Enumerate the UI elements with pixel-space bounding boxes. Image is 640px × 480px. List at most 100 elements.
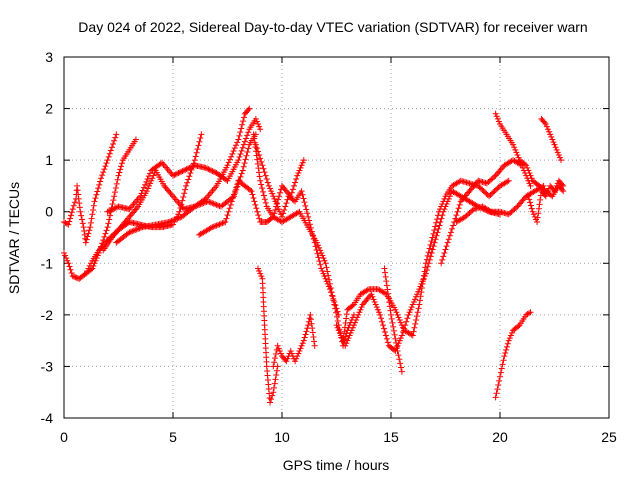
data-point-interp	[536, 201, 543, 208]
data-point-interp	[206, 166, 213, 173]
data-point-interp	[71, 273, 78, 280]
data-point-interp	[112, 189, 119, 196]
y-tick-label: 3	[45, 49, 53, 65]
data-point-interp	[168, 217, 175, 224]
data-point-interp	[503, 346, 510, 353]
data-point-interp	[381, 329, 388, 336]
data-point-interp	[68, 269, 75, 276]
data-point-interp	[256, 123, 263, 130]
data-point-interp	[399, 329, 406, 336]
data-point-interp	[176, 169, 183, 176]
data-point-interp	[437, 219, 444, 226]
data-point-interp	[503, 343, 510, 350]
data-point-interp	[513, 149, 520, 156]
data-point-interp	[283, 200, 290, 207]
data-point-interp	[309, 232, 316, 239]
data-point-interp	[418, 289, 425, 296]
data-point-interp	[347, 329, 354, 336]
data-point-interp	[174, 215, 181, 222]
data-point-interp	[229, 194, 236, 201]
data-point-interp	[543, 123, 550, 130]
data-point-interp	[395, 352, 402, 359]
data-point-interp	[87, 219, 94, 226]
data-point-interp	[67, 266, 74, 273]
data-point-interp	[76, 200, 83, 207]
data-point-interp	[271, 359, 278, 366]
data-point-interp	[88, 215, 95, 222]
data-point	[298, 188, 305, 195]
data-point-interp	[325, 283, 332, 290]
data-point-interp	[255, 212, 262, 219]
y-axis-label: SDTVAR / TECUs	[6, 182, 22, 294]
data-point	[115, 172, 122, 179]
data-point-interp	[183, 166, 190, 173]
data-point-interp	[276, 193, 283, 200]
data-point	[82, 239, 89, 246]
x-tick-label: 20	[492, 429, 508, 445]
data-point-interp	[331, 298, 338, 305]
data-point-interp	[274, 203, 281, 210]
data-point-interp	[376, 309, 383, 316]
data-point-interp	[110, 141, 117, 148]
plot-frame	[63, 56, 610, 419]
data-point-interp	[443, 200, 450, 207]
data-point-interp	[311, 338, 318, 345]
data-point	[326, 286, 333, 293]
data-point	[523, 162, 530, 169]
data-point-interp	[442, 203, 449, 210]
data-point-interp	[413, 313, 420, 320]
data-point-interp	[334, 318, 341, 325]
data-point-interp	[315, 254, 322, 261]
data-point-interp	[78, 216, 85, 223]
data-point-interp	[187, 164, 194, 171]
data-point	[501, 353, 508, 360]
data-point-interp	[144, 185, 151, 192]
data-point-interp	[526, 170, 533, 177]
data-point	[560, 188, 567, 195]
data-point-interp	[276, 208, 283, 215]
data-point-interp	[96, 181, 103, 188]
data-point-interp	[243, 152, 250, 159]
data-point-interp	[194, 146, 201, 153]
data-point-interp	[262, 199, 269, 206]
data-point-interp	[99, 172, 106, 179]
data-point-interp	[394, 342, 401, 349]
data-point-interp	[320, 270, 327, 277]
data-point-interp	[389, 319, 396, 326]
x-tick-label: 5	[169, 429, 177, 445]
data-point-interp	[380, 325, 387, 332]
data-point-interp	[107, 207, 114, 214]
data-point-interp	[390, 327, 397, 334]
data-point	[409, 332, 416, 339]
data-point-interp	[271, 384, 278, 391]
data-point-interp	[392, 335, 399, 342]
data-point-interp	[149, 175, 156, 182]
data-point-interp	[245, 129, 252, 136]
data-point-interp	[504, 178, 511, 185]
data-point-interp	[304, 210, 311, 217]
data-point-interp	[425, 260, 432, 267]
data-point-interp	[336, 329, 343, 336]
data-point-interp	[374, 306, 381, 313]
data-point-interp	[439, 212, 446, 219]
data-point-interp	[349, 302, 356, 309]
data-point-interp	[293, 176, 300, 183]
data-point-interp	[282, 203, 289, 210]
data-point-interp	[175, 211, 182, 218]
data-point-interp	[252, 201, 259, 208]
data-point-interp	[101, 233, 108, 240]
data-point-interp	[129, 228, 136, 235]
data-point-interp	[146, 182, 153, 189]
data-point-interp	[364, 286, 371, 293]
data-point-interp	[318, 249, 325, 256]
data-point-interp	[288, 350, 295, 357]
data-point-interp	[257, 270, 264, 277]
data-point-interp	[521, 161, 528, 168]
data-point-interp	[179, 168, 186, 175]
data-point-interp	[497, 369, 504, 376]
data-point	[270, 389, 277, 396]
data-point-interp	[67, 212, 74, 219]
data-point-interp	[228, 153, 235, 160]
data-point	[61, 249, 67, 256]
data-point-interp	[174, 170, 181, 177]
